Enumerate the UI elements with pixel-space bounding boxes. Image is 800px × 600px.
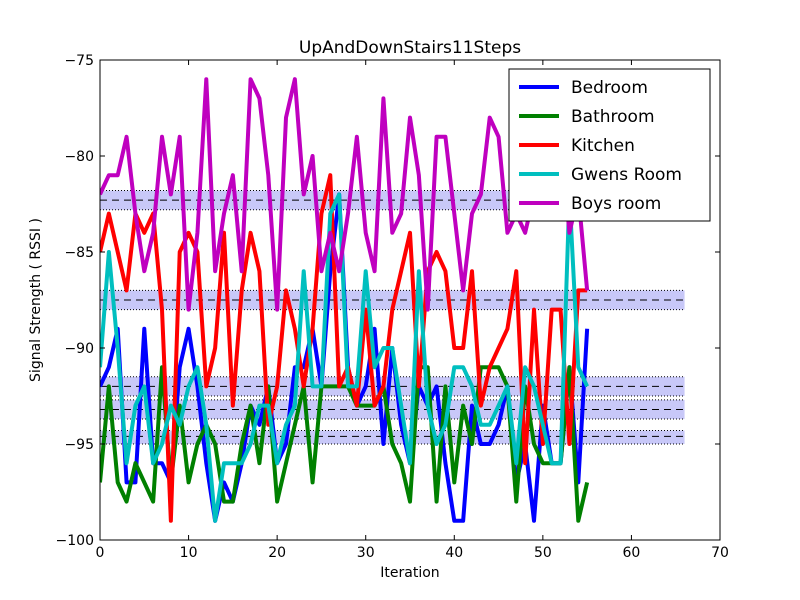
x-axis-label: Iteration (380, 565, 439, 581)
series-line-kitchen (100, 173, 588, 523)
x-tick-label: 60 (623, 545, 641, 561)
series-line-boys-room (100, 77, 590, 312)
legend-label: Kitchen (571, 136, 635, 156)
x-tick-label: 0 (96, 545, 105, 561)
x-tick-label: 50 (534, 545, 552, 561)
y-tick-label: −75 (64, 53, 94, 69)
x-tick-label: 30 (357, 545, 375, 561)
y-tick-label: −90 (64, 341, 94, 357)
y-axis-label: Signal Strength ( RSSI ) (28, 218, 44, 382)
x-tick-label: 20 (268, 545, 286, 561)
series-line-gwens-room (100, 192, 589, 523)
plot-frame (99, 59, 721, 541)
x-tick-label: 10 (180, 545, 198, 561)
legend-label: Bedroom (571, 78, 648, 98)
legend-label: Boys room (571, 194, 661, 214)
x-tick-label: 70 (711, 545, 729, 561)
y-tick-label: −100 (56, 533, 94, 549)
x-tick-label: 40 (445, 545, 463, 561)
series-lines (100, 77, 590, 523)
legend: Bedroom Bathroom Kitchen Gwens Room Boys roo… (508, 68, 711, 222)
legend-label: Bathroom (571, 107, 655, 127)
y-tick-label: −80 (64, 149, 94, 165)
y-tick-label: −85 (64, 245, 94, 261)
axis-ticks: 0 10 20 30 40 50 60 70 −100 −95 −90 −85 −80 −75 (56, 53, 729, 561)
legend-label: Gwens Room (571, 165, 682, 185)
y-tick-label: −95 (64, 437, 94, 453)
chart-title: UpAndDownStairs11Steps (299, 38, 521, 58)
